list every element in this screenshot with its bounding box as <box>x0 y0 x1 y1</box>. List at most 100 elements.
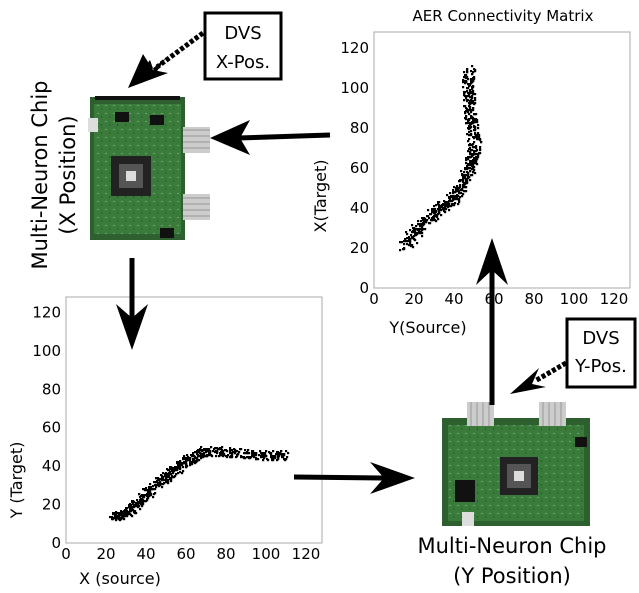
connectivity-data-point <box>462 79 465 82</box>
mapping-ytick-label: 40 <box>42 457 61 475</box>
mapping-data-point <box>251 453 254 456</box>
connectivity-data-point <box>469 160 472 163</box>
mapping-data-point <box>196 453 199 456</box>
mapping-chart-ticks: 0 20 40 60 80 100 120 0 20 40 60 80 100 120 <box>32 303 320 563</box>
connectivity-data-point <box>399 249 402 252</box>
connectivity-data-point <box>457 203 460 206</box>
mapping-data-point <box>125 508 128 511</box>
connectivity-data-point <box>469 106 472 109</box>
connectivity-data-point <box>474 99 477 102</box>
mapping-data-point <box>238 451 241 454</box>
mapping-data-point <box>258 454 261 457</box>
connectivity-data-point <box>427 209 430 212</box>
mapping-data-point <box>226 456 229 459</box>
mapping-data-point <box>122 515 125 518</box>
mapping-data-point <box>167 480 170 483</box>
mapping-data-point <box>285 450 288 453</box>
mapping-data-point <box>229 447 232 450</box>
connectivity-data-point <box>471 102 474 105</box>
connectivity-data-point <box>410 234 413 237</box>
connectivity-data-point <box>438 204 441 207</box>
dvs-x-arrow <box>128 30 205 88</box>
connectivity-data-point <box>445 201 448 204</box>
connectivity-data-point <box>478 136 481 139</box>
mapping-data-point <box>189 457 192 460</box>
connectivity-xtick-label: 0 <box>369 290 379 308</box>
mapping-data-point <box>222 455 225 458</box>
connectivity-data-point <box>467 122 470 125</box>
connectivity-data-point <box>476 149 479 152</box>
connectivity-data-point <box>450 196 453 199</box>
connectivity-data-point <box>452 189 455 192</box>
mapping-data-point <box>139 508 142 511</box>
mapping-data-point <box>272 450 275 453</box>
mapping-data-point <box>262 459 265 462</box>
connectivity-data-point <box>465 174 468 177</box>
mapping-data-point <box>200 457 203 460</box>
mapping-data-point <box>233 448 236 451</box>
connectivity-data-point <box>465 107 468 110</box>
mapping-data-point <box>246 456 249 459</box>
mapping-data-point <box>149 483 152 486</box>
connectivity-data-point <box>448 200 451 203</box>
connectivity-data-point <box>459 184 462 187</box>
connectivity-data-point <box>459 186 462 189</box>
connectivity-data-point <box>437 218 440 221</box>
mapping-data-point <box>165 472 168 475</box>
connectivity-data-point <box>472 100 475 103</box>
connectivity-data-point <box>464 74 467 77</box>
connectivity-data-point <box>472 153 475 156</box>
mapping-data-point <box>248 457 251 460</box>
mapping-data-point <box>231 452 234 455</box>
mapping-data-point <box>155 486 158 489</box>
arrow-xchip-to-chart <box>116 258 148 350</box>
connectivity-data-point <box>419 225 422 228</box>
connectivity-chart-frame <box>373 31 631 289</box>
mapping-data-point <box>236 455 239 458</box>
mapping-data-point <box>114 517 117 520</box>
connectivity-data-point <box>471 86 474 89</box>
connectivity-data-point <box>406 233 409 236</box>
connectivity-data-point <box>408 236 411 239</box>
connectivity-data-point <box>471 174 474 177</box>
mapping-data-point <box>144 500 147 503</box>
mapping-data-point <box>192 461 195 464</box>
mapping-data-point <box>117 515 120 518</box>
connectivity-data-point <box>460 192 463 195</box>
connectivity-data-point <box>474 121 477 124</box>
mapping-data-point <box>139 496 142 499</box>
mapping-data-point <box>221 446 224 449</box>
mapping-data-point <box>130 507 133 510</box>
connectivity-data-point <box>454 191 457 194</box>
mapping-data-point <box>167 482 170 485</box>
connectivity-data-point <box>472 119 475 122</box>
mapping-data-point <box>146 498 149 501</box>
mapping-data-point <box>121 511 124 514</box>
connectivity-data-point <box>469 122 472 125</box>
x-chip-label-line2: (X Position) <box>56 115 80 234</box>
connectivity-ytick-label: 0 <box>359 279 369 297</box>
connectivity-chart-points <box>399 65 483 252</box>
connectivity-data-point <box>465 97 468 100</box>
connectivity-data-point <box>415 225 418 228</box>
connectivity-data-point <box>403 243 406 246</box>
connectivity-data-point <box>419 232 422 235</box>
mapping-data-point <box>216 452 219 455</box>
connectivity-data-point <box>414 239 417 242</box>
connectivity-data-point <box>426 219 429 222</box>
mapping-data-point <box>185 460 188 463</box>
mapping-data-point <box>184 457 187 460</box>
connectivity-data-point <box>460 170 463 173</box>
connectivity-data-point <box>468 85 471 88</box>
mapping-data-point <box>194 457 197 460</box>
mapping-data-point <box>165 479 168 482</box>
connectivity-data-point <box>471 97 474 100</box>
connectivity-data-point <box>472 122 475 125</box>
connectivity-data-point <box>461 195 464 198</box>
connectivity-data-point <box>461 174 464 177</box>
connectivity-data-point <box>474 69 477 72</box>
connectivity-data-point <box>425 221 428 224</box>
mapping-data-point <box>251 451 254 454</box>
connectivity-data-point <box>462 178 465 181</box>
